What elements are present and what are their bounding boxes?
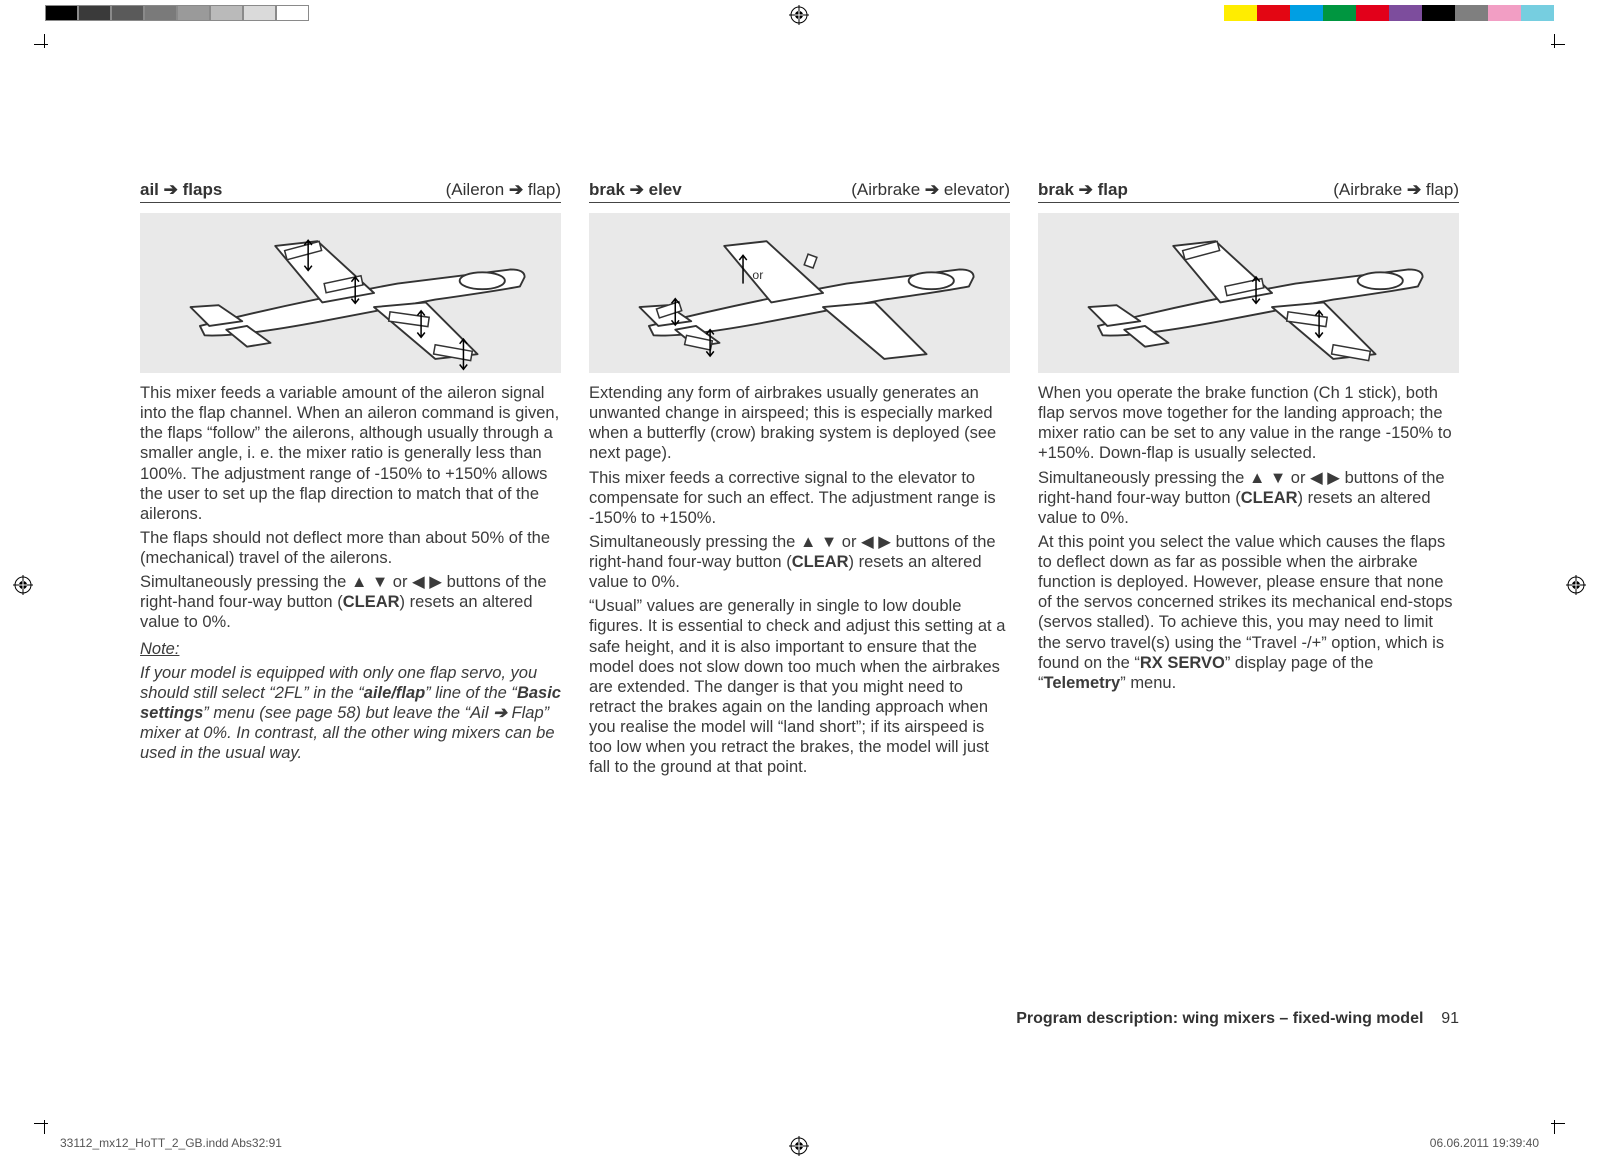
registration-mark-top [789, 5, 809, 25]
paragraph: This mixer feeds a corrective signal to … [589, 468, 1010, 528]
note-heading: Note: [140, 639, 561, 659]
page-number: 91 [1441, 1010, 1459, 1027]
column-brak_flap: brak ➔ flap(Airbrake ➔ flap) When you op… [1038, 180, 1459, 781]
column-body: This mixer feeds a variable amount of th… [140, 383, 561, 763]
paragraph: Simultaneously pressing the ▲ ▼ or ◀ ▶ b… [140, 572, 561, 632]
color-strip [1224, 5, 1554, 21]
svg-text:or: or [752, 268, 763, 282]
page-footer: Program description: wing mixers – fixed… [1016, 1010, 1459, 1028]
grayscale-strip [45, 5, 309, 21]
note-body: If your model is equipped with only one … [140, 663, 561, 764]
page-area: ail ➔ flaps(Aileron ➔ flap) This mixer f… [50, 50, 1549, 1118]
column-ail_flaps: ail ➔ flaps(Aileron ➔ flap) This mixer f… [140, 180, 561, 781]
slug-line: 33112_mx12_HoTT_2_GB.indd Abs32:91 06.06… [60, 1136, 1539, 1150]
paragraph: When you operate the brake function (Ch … [1038, 383, 1459, 464]
registration-mark-right [1566, 575, 1586, 595]
slug-right: 06.06.2011 19:39:40 [1430, 1136, 1539, 1150]
column-body: When you operate the brake function (Ch … [1038, 383, 1459, 693]
figure-ail_flaps [140, 213, 561, 373]
column-heading: ail ➔ flaps(Aileron ➔ flap) [140, 180, 561, 203]
paragraph: The flaps should not deflect more than a… [140, 528, 561, 568]
footer-title: Program description: wing mixers – fixed… [1016, 1010, 1423, 1027]
figure-brak_elev: or [589, 213, 1010, 373]
paragraph: Simultaneously pressing the ▲ ▼ or ◀ ▶ b… [589, 532, 1010, 592]
registration-mark-left [13, 575, 33, 595]
slug-left: 33112_mx12_HoTT_2_GB.indd Abs32:91 [60, 1136, 282, 1150]
figure-brak_flap [1038, 213, 1459, 373]
content-columns: ail ➔ flaps(Aileron ➔ flap) This mixer f… [140, 180, 1459, 781]
column-heading: brak ➔ flap(Airbrake ➔ flap) [1038, 180, 1459, 203]
paragraph: “Usual” values are generally in single t… [589, 596, 1010, 777]
column-body: Extending any form of airbrakes usually … [589, 383, 1010, 777]
column-heading: brak ➔ elev(Airbrake ➔ elevator) [589, 180, 1010, 203]
paragraph: Simultaneously pressing the ▲ ▼ or ◀ ▶ b… [1038, 468, 1459, 528]
column-brak_elev: brak ➔ elev(Airbrake ➔ elevator) or Exten… [589, 180, 1010, 781]
paragraph: This mixer feeds a variable amount of th… [140, 383, 561, 524]
paragraph: Extending any form of airbrakes usually … [589, 383, 1010, 464]
paragraph: At this point you select the value which… [1038, 532, 1459, 693]
